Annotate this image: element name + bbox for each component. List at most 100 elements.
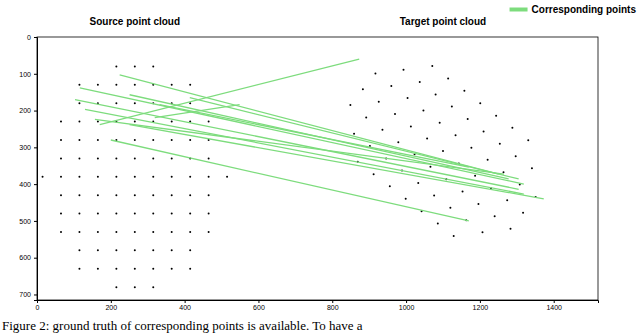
x-tick: 1000 bbox=[399, 300, 415, 311]
point bbox=[152, 213, 154, 215]
point bbox=[527, 139, 529, 141]
point bbox=[134, 249, 136, 251]
point bbox=[483, 131, 485, 133]
correspondence-line bbox=[75, 100, 519, 190]
legend-swatch bbox=[510, 8, 528, 12]
x-tick-mark bbox=[332, 300, 333, 303]
x-tick-mark bbox=[185, 300, 186, 303]
point bbox=[373, 173, 375, 175]
x-tick: 1400 bbox=[546, 300, 562, 311]
y-tick-mark bbox=[34, 184, 37, 185]
y-tick-mark bbox=[34, 147, 37, 148]
point bbox=[115, 157, 117, 159]
point bbox=[515, 155, 517, 157]
x-tick-label: 1400 bbox=[546, 304, 562, 311]
point bbox=[479, 102, 481, 104]
point bbox=[429, 166, 431, 168]
correspondence-line bbox=[95, 119, 504, 174]
point bbox=[78, 213, 80, 215]
point bbox=[433, 195, 435, 197]
point bbox=[499, 143, 501, 145]
point bbox=[189, 194, 191, 196]
point bbox=[97, 268, 99, 270]
point bbox=[449, 207, 451, 209]
y-tick: 700 bbox=[19, 291, 37, 298]
correspondence-line bbox=[100, 59, 359, 124]
point bbox=[60, 121, 62, 123]
point bbox=[189, 176, 191, 178]
x-tick-label: 200 bbox=[105, 304, 117, 311]
y-tick: 200 bbox=[19, 107, 37, 114]
correspondence-line bbox=[130, 95, 509, 179]
point bbox=[152, 65, 154, 67]
point bbox=[152, 249, 154, 251]
y-tick-mark bbox=[34, 74, 37, 75]
point bbox=[115, 249, 117, 251]
point bbox=[426, 138, 428, 140]
point bbox=[481, 231, 483, 233]
plot-frame bbox=[37, 37, 598, 300]
point bbox=[134, 84, 136, 86]
point bbox=[431, 65, 433, 67]
point bbox=[397, 141, 399, 143]
point bbox=[453, 235, 455, 237]
correspondence-line bbox=[120, 75, 499, 174]
point bbox=[362, 88, 364, 90]
point bbox=[442, 150, 444, 152]
point bbox=[171, 249, 173, 251]
x-tick-mark bbox=[480, 300, 481, 303]
point bbox=[115, 84, 117, 86]
correspondences bbox=[75, 59, 544, 221]
point bbox=[349, 104, 351, 106]
point bbox=[152, 139, 154, 141]
point bbox=[134, 213, 136, 215]
point bbox=[78, 84, 80, 86]
point bbox=[60, 176, 62, 178]
point bbox=[437, 222, 439, 224]
point bbox=[171, 121, 173, 123]
x-tick-label: 0 bbox=[36, 304, 40, 311]
point bbox=[208, 194, 210, 196]
point bbox=[189, 249, 191, 251]
point bbox=[97, 249, 99, 251]
point bbox=[60, 139, 62, 141]
point bbox=[115, 65, 117, 67]
point bbox=[417, 182, 419, 184]
point bbox=[477, 203, 479, 205]
y-tick-label: 300 bbox=[19, 144, 31, 151]
point bbox=[78, 268, 80, 270]
point bbox=[439, 122, 441, 124]
point bbox=[389, 185, 391, 187]
y-tick-mark bbox=[34, 111, 37, 112]
point bbox=[115, 213, 117, 215]
point bbox=[152, 268, 154, 270]
point bbox=[78, 249, 80, 251]
y-tick-mark bbox=[34, 221, 37, 222]
point bbox=[171, 231, 173, 233]
correspondence-line bbox=[130, 125, 544, 199]
y-tick-label: 500 bbox=[19, 218, 31, 225]
point bbox=[189, 213, 191, 215]
point bbox=[97, 157, 99, 159]
point bbox=[494, 215, 496, 217]
x-tick-mark bbox=[554, 300, 555, 303]
point bbox=[474, 175, 476, 177]
point bbox=[115, 231, 117, 233]
point bbox=[467, 118, 469, 120]
point bbox=[208, 121, 210, 123]
point bbox=[78, 194, 80, 196]
point bbox=[134, 102, 136, 104]
point bbox=[134, 157, 136, 159]
point bbox=[511, 127, 513, 129]
point bbox=[365, 117, 367, 119]
point bbox=[381, 129, 383, 131]
x-tick-label: 400 bbox=[179, 304, 191, 311]
point bbox=[226, 176, 228, 178]
x-axis-line bbox=[38, 301, 599, 304]
y-tick-label: 600 bbox=[19, 254, 31, 261]
correspondence-line bbox=[85, 109, 524, 194]
point bbox=[503, 171, 505, 173]
y-tick-mark bbox=[34, 258, 37, 259]
y-tick-label: 200 bbox=[19, 107, 31, 114]
point bbox=[462, 190, 464, 192]
